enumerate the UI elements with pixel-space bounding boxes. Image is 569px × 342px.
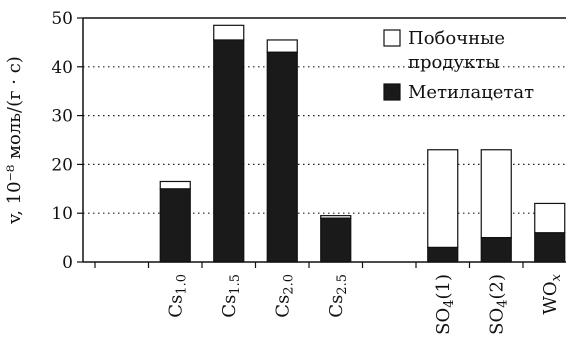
bar-methyl-acetate	[534, 232, 566, 263]
bar-byproducts	[266, 39, 298, 53]
x-category-label: SO4(1)	[433, 274, 457, 335]
legend-swatch	[383, 83, 401, 101]
x-category-label: Cs2.5	[326, 274, 350, 318]
x-category-labels: Cs1.0 Cs1.5 Cs2.0 Cs2.5 SO4(1) SO4(2) WOx	[165, 273, 564, 335]
bar-methyl-acetate	[213, 39, 245, 263]
bar-byproducts	[480, 149, 512, 239]
bar-methyl-acetate	[480, 237, 512, 263]
y-tick-label: 30	[51, 107, 73, 127]
x-category-label: WOx	[540, 273, 564, 314]
bar-byproducts	[213, 24, 245, 41]
legend-swatch	[383, 29, 401, 47]
bar-byproducts	[427, 149, 459, 248]
bar-byproducts	[534, 202, 566, 234]
bar-methyl-acetate	[320, 217, 352, 263]
x-category-label: Cs2.0	[272, 274, 296, 318]
legend: Побочные продукты Метилацетат	[383, 28, 534, 103]
bars	[159, 24, 566, 263]
y-tick-label: 40	[51, 58, 73, 78]
bar-methyl-acetate	[159, 188, 191, 263]
y-axis-label: v, 10⁻⁸ моль/(г · с)	[4, 56, 25, 225]
axes	[82, 17, 566, 268]
legend-label-line2: продукты	[408, 52, 500, 73]
y-ticks: 0 10 20 30 40 50	[51, 9, 83, 273]
x-category-label: Cs1.5	[219, 274, 243, 318]
y-tick-label: 10	[51, 204, 73, 224]
y-tick-label: 20	[51, 155, 73, 175]
bar-byproducts	[320, 215, 352, 219]
bar-methyl-acetate	[427, 246, 459, 263]
y-tick-label: 50	[51, 9, 73, 29]
legend-label: Метилацетат	[408, 82, 534, 103]
y-tick-label: 0	[62, 253, 73, 273]
legend-label: Побочные	[408, 28, 505, 49]
bar-methyl-acetate	[266, 51, 298, 263]
bar-byproducts	[159, 180, 191, 190]
x-category-label: SO4(2)	[486, 274, 510, 335]
x-category-label: Cs1.0	[165, 274, 189, 318]
